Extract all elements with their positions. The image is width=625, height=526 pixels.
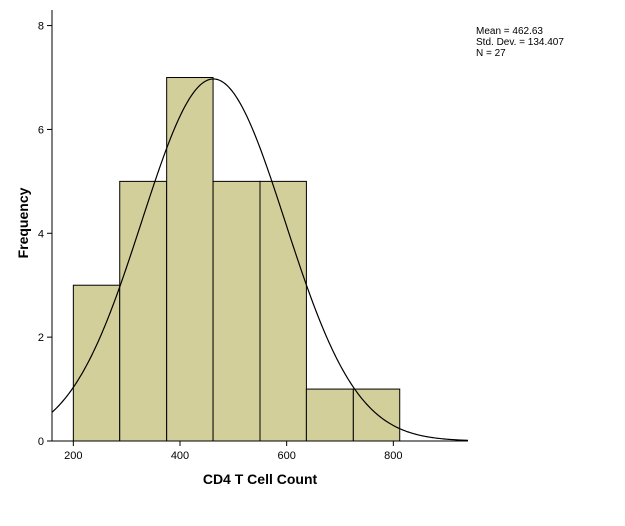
stats-mean: Mean = 462.63 xyxy=(476,26,543,37)
y-ticks-group: 0 2 4 6 8 xyxy=(38,21,52,448)
y-tick-label: 4 xyxy=(38,228,44,240)
y-tick-label: 6 xyxy=(38,124,44,136)
normal-curve xyxy=(51,78,469,441)
histogram-bar-6 xyxy=(305,388,354,442)
x-tick-label: 600 xyxy=(277,450,295,462)
y-axis-title: Frequency xyxy=(15,187,31,258)
y-tick-label: 2 xyxy=(38,332,44,344)
histogram-bar-5 xyxy=(259,180,307,442)
bars-group xyxy=(72,77,401,442)
x-tick-label: 800 xyxy=(384,450,402,462)
x-tick-label: 400 xyxy=(171,450,189,462)
y-tick-label: 8 xyxy=(38,21,44,33)
histogram-bar-3 xyxy=(166,77,214,442)
x-ticks-group: 200 400 600 800 xyxy=(64,441,403,462)
stats-box: Mean = 462.63 Std. Dev. = 134.407 N = 27 xyxy=(476,26,564,59)
x-axis-title: CD4 T Cell Count xyxy=(203,471,318,487)
stats-n: N = 27 xyxy=(476,48,506,59)
histogram-bar-2 xyxy=(119,180,168,442)
stats-std-dev: Std. Dev. = 134.407 xyxy=(476,37,564,48)
histogram-bar-1 xyxy=(72,284,121,442)
y-tick-label: 0 xyxy=(38,436,44,448)
x-tick-label: 200 xyxy=(64,450,82,462)
histogram-bar-4 xyxy=(212,180,261,442)
